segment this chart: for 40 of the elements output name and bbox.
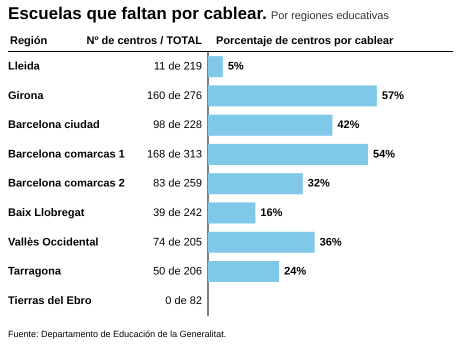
text: 83 de 259 — [153, 178, 202, 190]
bar — [208, 173, 303, 194]
data-label: 42% — [337, 119, 360, 132]
data-label: 24% — [284, 266, 306, 278]
bar — [208, 114, 332, 136]
data-label: 57% — [382, 90, 404, 102]
bar — [208, 232, 315, 253]
y-tick-label: Tarragona — [8, 266, 62, 278]
y-tick-label: Barcelona comarcas 2 — [8, 178, 125, 190]
bar — [208, 260, 280, 282]
data-label: 54% — [372, 148, 396, 160]
bar — [208, 56, 223, 78]
chart-subtitle: Por regiones educativas — [270, 10, 389, 22]
data-label: 5% — [228, 60, 244, 73]
bar — [208, 85, 377, 106]
text: 74 de 205 — [153, 236, 202, 248]
data-label: 32% — [308, 178, 330, 190]
y-axis-title: Región — [10, 35, 48, 48]
text: 160 de 276 — [146, 90, 202, 102]
text: 50 de 206 — [153, 266, 202, 278]
y-tick-label: Vallès Occidental — [8, 236, 98, 248]
y-tick-label: Barcelona ciudad — [8, 119, 100, 132]
text: 39 de 242 — [153, 207, 202, 219]
text: 168 de 313 — [146, 148, 202, 160]
bar — [208, 144, 368, 165]
text: Nº de centros / TOTAL — [86, 35, 202, 48]
source-note: Fuente: Departamento de Educación de la Generalitat. — [8, 329, 226, 339]
bar — [208, 202, 256, 224]
text: 98 de 228 — [153, 119, 202, 132]
text: 0 de 82 — [165, 294, 202, 307]
data-label: 36% — [320, 236, 342, 248]
chart-title: Escuelas que faltan por cablear. — [8, 4, 267, 23]
data-label: 16% — [260, 207, 283, 219]
y-tick-label: Tierras del Ebro — [8, 294, 92, 307]
y-tick-label: Baix Llobregat — [8, 207, 85, 219]
y-tick-label: Barcelona comarcas 1 — [8, 148, 125, 160]
y-tick-label: Girona — [8, 90, 44, 102]
x-axis-title: Porcentaje de centros por cablear — [216, 35, 394, 48]
y-tick-label: Lleida — [8, 60, 41, 73]
text: 11 de 219 — [154, 60, 202, 73]
